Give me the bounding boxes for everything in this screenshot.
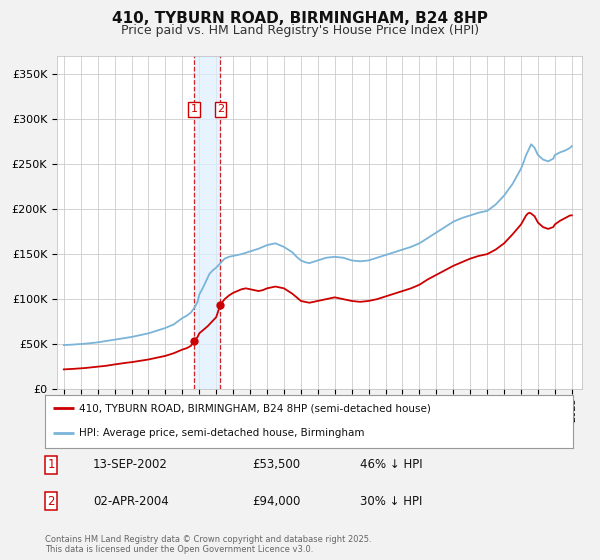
Text: 1: 1 — [47, 458, 55, 472]
Text: 02-APR-2004: 02-APR-2004 — [93, 494, 169, 508]
Text: 1: 1 — [191, 104, 197, 114]
Text: 13-SEP-2002: 13-SEP-2002 — [93, 458, 168, 472]
Text: 410, TYBURN ROAD, BIRMINGHAM, B24 8HP: 410, TYBURN ROAD, BIRMINGHAM, B24 8HP — [112, 11, 488, 26]
Text: 2: 2 — [217, 104, 224, 114]
Text: £53,500: £53,500 — [252, 458, 300, 472]
Text: 46% ↓ HPI: 46% ↓ HPI — [360, 458, 422, 472]
Text: HPI: Average price, semi-detached house, Birmingham: HPI: Average price, semi-detached house,… — [79, 428, 365, 438]
Text: 2: 2 — [47, 494, 55, 508]
Text: Price paid vs. HM Land Registry's House Price Index (HPI): Price paid vs. HM Land Registry's House … — [121, 24, 479, 36]
Bar — [194, 56, 220, 389]
Text: Contains HM Land Registry data © Crown copyright and database right 2025.
This d: Contains HM Land Registry data © Crown c… — [45, 535, 371, 554]
Text: 30% ↓ HPI: 30% ↓ HPI — [360, 494, 422, 508]
Text: £94,000: £94,000 — [252, 494, 301, 508]
Text: 410, TYBURN ROAD, BIRMINGHAM, B24 8HP (semi-detached house): 410, TYBURN ROAD, BIRMINGHAM, B24 8HP (s… — [79, 403, 431, 413]
